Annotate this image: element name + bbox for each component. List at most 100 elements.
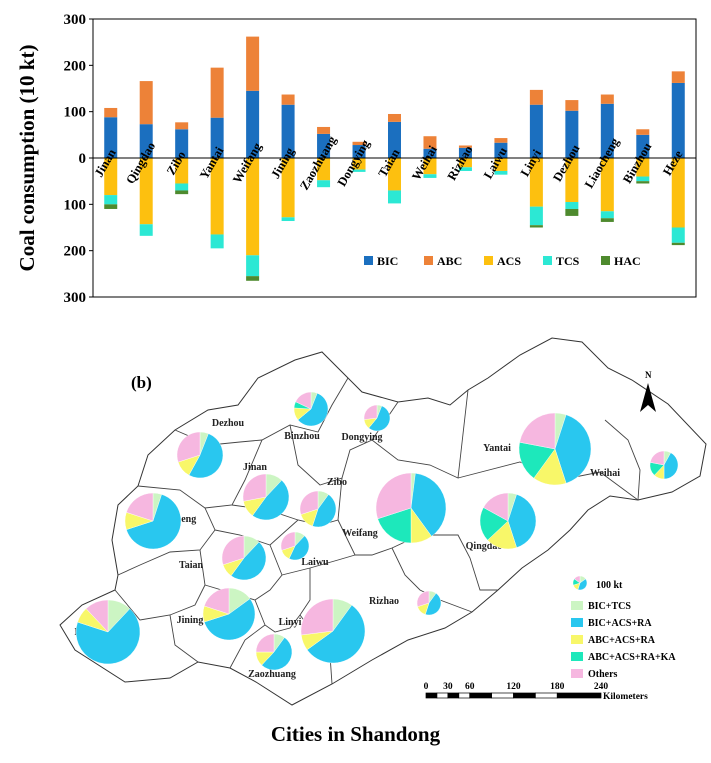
bar-segment-abc bbox=[388, 113, 401, 122]
bar-segment-tcs bbox=[317, 180, 331, 188]
pie-slice bbox=[299, 490, 319, 515]
north-arrow: N bbox=[640, 370, 656, 412]
map-legend: 100 kt BIC+TCS BIC+ACS+RA ABC+ACS+RA ABC+ACS… bbox=[571, 575, 676, 680]
border-line bbox=[604, 419, 641, 501]
scale-segment bbox=[556, 692, 602, 699]
bar-segment-acs bbox=[600, 158, 614, 212]
bar-segment-abc bbox=[494, 138, 508, 143]
bar-segment-bic bbox=[388, 121, 401, 158]
legend-label: ABC+ACS+RA bbox=[588, 635, 656, 646]
border-line bbox=[137, 439, 263, 509]
bar-segment-acs bbox=[565, 158, 579, 203]
map-city-label: Weihai bbox=[590, 468, 620, 479]
pie-rizhao bbox=[416, 590, 442, 616]
bar-segment-bic bbox=[529, 104, 543, 158]
map-city-label: Weifang bbox=[342, 528, 378, 539]
pie-slice bbox=[306, 604, 366, 664]
legend-swatch bbox=[571, 635, 583, 644]
legend-swatch-abc bbox=[424, 256, 433, 265]
map-city-label: Dongying bbox=[341, 432, 382, 443]
bar-segment-bic bbox=[636, 134, 650, 158]
pie-slice bbox=[519, 412, 556, 450]
map-city-label: Zibo bbox=[327, 477, 347, 488]
scale-label: 0 bbox=[424, 682, 429, 692]
bar-segment-abc bbox=[139, 81, 153, 125]
legend-label: Others bbox=[588, 669, 618, 680]
pie-slice bbox=[377, 507, 412, 544]
bar-segment-abc bbox=[600, 94, 614, 104]
pie-qingdao bbox=[479, 492, 537, 550]
y-tick-label: 100 bbox=[64, 105, 87, 121]
bar-segment-bic bbox=[246, 90, 260, 158]
bar-segment-bic bbox=[494, 142, 508, 158]
legend-label: ABC+ACS+RA+KA bbox=[588, 652, 676, 663]
pie-slice bbox=[368, 405, 391, 432]
pie-yantai bbox=[518, 412, 592, 486]
y-axis-label: Coal consumption (10 kt) bbox=[15, 45, 39, 272]
pie-slice bbox=[297, 392, 329, 427]
scale-segment bbox=[535, 692, 558, 699]
bar-segment-acs bbox=[210, 158, 224, 235]
pie-zibo bbox=[299, 490, 337, 528]
bar-segment-acs bbox=[494, 158, 508, 171]
bar-segment-acs bbox=[458, 158, 472, 168]
stacked-bar-chart: Coal consumption (10 kt) 300 200 100 0 100 20… bbox=[15, 12, 697, 306]
map-city-label: Jinan bbox=[243, 462, 267, 473]
pie-jinan bbox=[242, 473, 290, 521]
pie-slice bbox=[126, 494, 182, 550]
border-line bbox=[371, 389, 469, 479]
pie-slice bbox=[280, 531, 296, 551]
bar-segment-abc bbox=[104, 107, 118, 118]
pie-slice bbox=[663, 452, 679, 480]
pie-slice bbox=[188, 433, 224, 479]
pie-dezhou bbox=[176, 431, 224, 479]
bar-segment-hac bbox=[175, 190, 189, 195]
bar-legend: BIC ABC ACS TCS HAC bbox=[364, 254, 641, 268]
bar-segment-hac bbox=[104, 204, 118, 209]
map-city-label: Taian bbox=[179, 560, 204, 571]
bar-segment-bic bbox=[317, 133, 331, 158]
panel-label: (b) bbox=[131, 373, 152, 392]
bar-segment-bic bbox=[281, 104, 295, 158]
map-city-label: Zaozhuang bbox=[248, 669, 296, 680]
pie-slice bbox=[650, 450, 665, 466]
pie-slice bbox=[261, 637, 293, 671]
pie-slice bbox=[363, 404, 378, 420]
map-city-label: Jining bbox=[177, 615, 204, 626]
pie-weihai bbox=[649, 450, 679, 480]
legend-swatch-acs bbox=[484, 256, 493, 265]
bar-segment-acs bbox=[104, 158, 118, 196]
bar-segment-bic bbox=[600, 103, 614, 158]
border-line bbox=[229, 624, 266, 669]
legend-label-bic: BIC bbox=[377, 254, 398, 268]
bar-segment-acs bbox=[671, 158, 685, 228]
pie-slice bbox=[410, 473, 447, 537]
bar-segment-acs bbox=[388, 158, 401, 191]
pie-slice bbox=[204, 587, 230, 615]
pie-slice bbox=[230, 541, 267, 581]
bar-segment-abc bbox=[529, 89, 543, 105]
bar-segment-hac bbox=[671, 242, 685, 246]
map-city-label: Binzhou bbox=[284, 431, 320, 442]
bar-segment-acs bbox=[281, 158, 295, 218]
scale-label: 180 bbox=[550, 682, 565, 692]
bar-segment-hac bbox=[600, 218, 614, 222]
bar-segment-tcs bbox=[139, 224, 153, 236]
border-line bbox=[169, 614, 199, 663]
pie-heze bbox=[75, 599, 141, 665]
legend-reference-pie bbox=[572, 575, 588, 591]
bar-segment-tcs bbox=[458, 167, 472, 171]
bar-segment-hac bbox=[636, 181, 650, 184]
bar-segment-bic bbox=[423, 148, 437, 158]
pie-slice bbox=[300, 598, 334, 636]
pie-slice bbox=[483, 492, 509, 522]
bar-segment-abc bbox=[565, 100, 579, 111]
pie-liaocheng bbox=[124, 492, 182, 550]
map-city-label: Qingdao bbox=[466, 541, 503, 552]
scale-segment bbox=[458, 692, 471, 699]
map-city-label: Yantai bbox=[483, 443, 511, 454]
legend-swatch-tcs bbox=[543, 256, 552, 265]
bar-segment-tcs bbox=[246, 255, 260, 277]
scale-segment bbox=[469, 692, 492, 699]
pie-slice bbox=[75, 608, 141, 665]
